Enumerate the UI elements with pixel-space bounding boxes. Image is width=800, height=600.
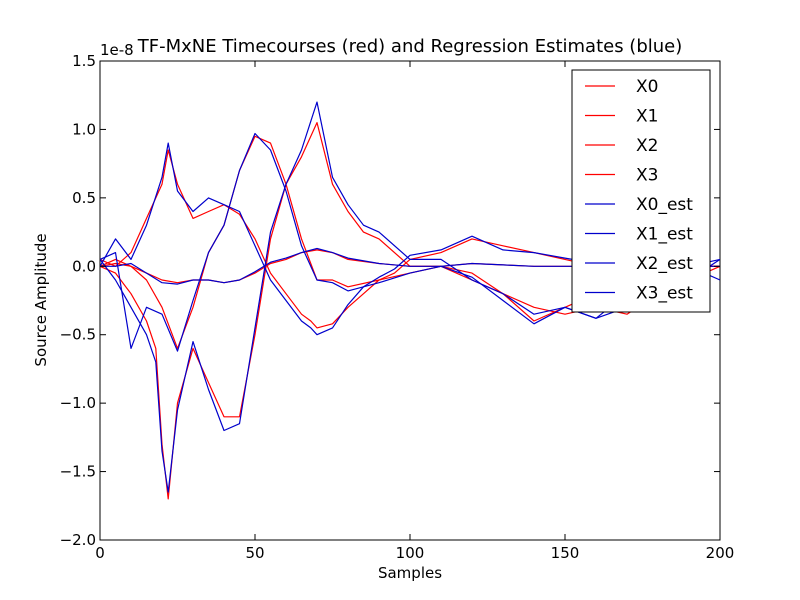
y-tick-label: 1.0 [72,120,96,138]
y-tick-label: 0.5 [72,189,96,207]
legend-box [571,69,711,313]
y-tick-label: −1.0 [60,394,96,412]
legend-label: X3_est [636,284,693,304]
y-tick-label: −0.5 [60,326,96,344]
y-tick-label: −1.5 [60,463,96,481]
x-tick-label: 0 [95,544,105,562]
series-line-x0-est [100,142,720,336]
chart-title: TF-MxNE Timecourses (red) and Regression… [137,36,683,57]
series-line-x1 [100,121,720,500]
legend-label: X1_est [636,225,693,245]
legend-label: X3 [636,166,658,186]
legend-label: X2_est [636,254,693,274]
y-axis-label: Source Amplitude [32,233,50,366]
ticks-layer: 0 50 100 150 200 −2.0 −1.5 −1.0 −0.5 0.0 0.5 1.0 1.5 [60,52,735,562]
legend-label: X2 [636,136,658,156]
x-tick-label: 50 [245,544,264,562]
x-tick-label: 100 [396,544,425,562]
y-tick-label: 0.0 [72,257,96,275]
legend-label: X0 [636,77,658,97]
y-tick-label: 1.5 [72,52,96,70]
y-tick-label: −2.0 [60,531,96,549]
legend: X0 X1 X2 X3 X0_est X1_est X2_est X3_est [571,69,711,313]
x-tick-label: 150 [551,544,580,562]
series-line-x1-est [100,101,720,493]
legend-label: X1 [636,107,658,127]
x-tick-label: 200 [706,544,735,562]
x-axis-label: Samples [378,564,442,582]
legend-label: X0_est [636,195,693,215]
y-offset-label: 1e-8 [100,41,134,59]
